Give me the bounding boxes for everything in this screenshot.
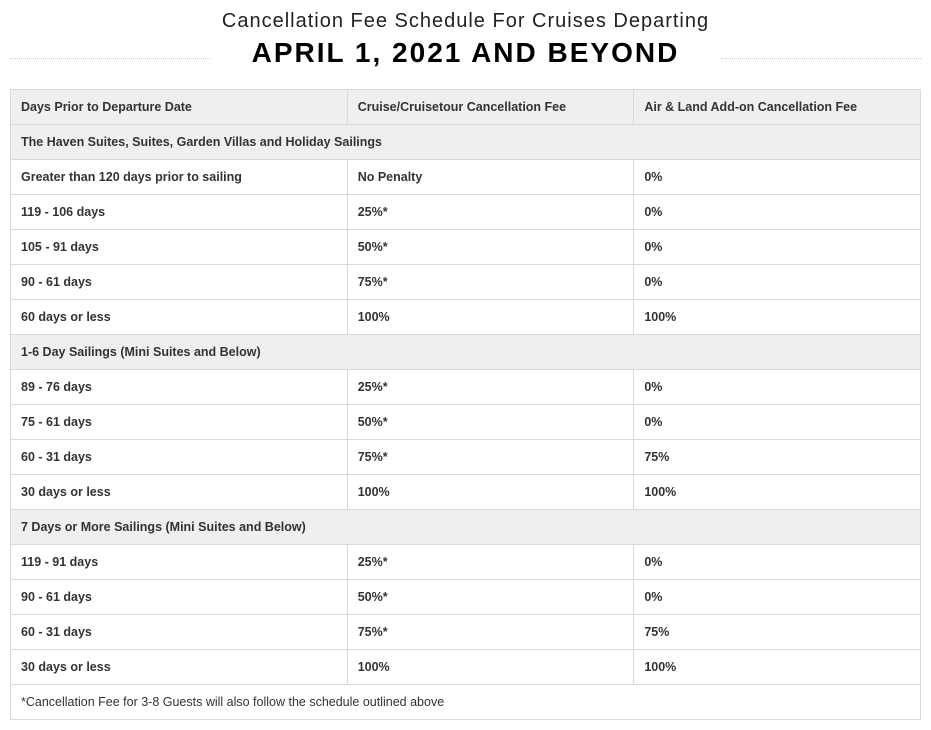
cell: 0%: [634, 405, 921, 440]
cell: 119 - 91 days: [11, 545, 348, 580]
footnote-text: *Cancellation Fee for 3-8 Guests will al…: [11, 685, 921, 720]
cell: 50%*: [347, 405, 634, 440]
cell: 0%: [634, 160, 921, 195]
cell: No Penalty: [347, 160, 634, 195]
cell: 0%: [634, 195, 921, 230]
cell: 0%: [634, 545, 921, 580]
cell: 119 - 106 days: [11, 195, 348, 230]
cell: 60 days or less: [11, 300, 348, 335]
cell: 75%*: [347, 265, 634, 300]
cell: 89 - 76 days: [11, 370, 348, 405]
table-row: 90 - 61 days50%*0%: [11, 580, 921, 615]
col-header-cruise-fee: Cruise/Cruisetour Cancellation Fee: [347, 90, 634, 125]
col-header-days: Days Prior to Departure Date: [11, 90, 348, 125]
cell: 30 days or less: [11, 475, 348, 510]
table-row: 30 days or less100%100%: [11, 475, 921, 510]
cell: 25%*: [347, 545, 634, 580]
footnote-row: *Cancellation Fee for 3-8 Guests will al…: [11, 685, 921, 720]
table-row: 90 - 61 days75%*0%: [11, 265, 921, 300]
table-row: 119 - 106 days25%*0%: [11, 195, 921, 230]
cell: 75%*: [347, 615, 634, 650]
cell: Greater than 120 days prior to sailing: [11, 160, 348, 195]
cell: 105 - 91 days: [11, 230, 348, 265]
cell: 100%: [634, 650, 921, 685]
cell: 0%: [634, 370, 921, 405]
cancellation-fee-table: Days Prior to Departure Date Cruise/Crui…: [10, 89, 921, 720]
table-row: 105 - 91 days50%*0%: [11, 230, 921, 265]
table-header-row: Days Prior to Departure Date Cruise/Crui…: [11, 90, 921, 125]
cell: 25%*: [347, 195, 634, 230]
cell: 100%: [347, 475, 634, 510]
cell: 0%: [634, 230, 921, 265]
cell: 75%*: [347, 440, 634, 475]
cell: 50%*: [347, 230, 634, 265]
section-row: 1-6 Day Sailings (Mini Suites and Below): [11, 335, 921, 370]
table-row: 60 days or less100%100%: [11, 300, 921, 335]
table-row: 89 - 76 days25%*0%: [11, 370, 921, 405]
section-label: The Haven Suites, Suites, Garden Villas …: [11, 125, 921, 160]
section-label: 1-6 Day Sailings (Mini Suites and Below): [11, 335, 921, 370]
col-header-air-land-fee: Air & Land Add-on Cancellation Fee: [634, 90, 921, 125]
section-row: 7 Days or More Sailings (Mini Suites and…: [11, 510, 921, 545]
table-row: 75 - 61 days50%*0%: [11, 405, 921, 440]
cell: 90 - 61 days: [11, 580, 348, 615]
cell: 75%: [634, 440, 921, 475]
cell: 75 - 61 days: [11, 405, 348, 440]
header-block: Cancellation Fee Schedule For Cruises De…: [10, 10, 921, 69]
cell: 0%: [634, 265, 921, 300]
cell: 90 - 61 days: [11, 265, 348, 300]
cell: 60 - 31 days: [11, 440, 348, 475]
cell: 100%: [347, 300, 634, 335]
cell: 60 - 31 days: [11, 615, 348, 650]
table-body: The Haven Suites, Suites, Garden Villas …: [11, 125, 921, 720]
table-row: 60 - 31 days75%*75%: [11, 615, 921, 650]
table-row: 60 - 31 days75%*75%: [11, 440, 921, 475]
page-subtitle: Cancellation Fee Schedule For Cruises De…: [10, 10, 921, 33]
table-row: 30 days or less100%100%: [11, 650, 921, 685]
cell: 100%: [634, 475, 921, 510]
page-title: APRIL 1, 2021 AND BEYOND: [10, 37, 921, 69]
cell: 100%: [634, 300, 921, 335]
cell: 0%: [634, 580, 921, 615]
section-row: The Haven Suites, Suites, Garden Villas …: [11, 125, 921, 160]
cell: 25%*: [347, 370, 634, 405]
table-row: Greater than 120 days prior to sailingNo…: [11, 160, 921, 195]
cell: 50%*: [347, 580, 634, 615]
cell: 75%: [634, 615, 921, 650]
table-row: 119 - 91 days25%*0%: [11, 545, 921, 580]
cell: 30 days or less: [11, 650, 348, 685]
cell: 100%: [347, 650, 634, 685]
section-label: 7 Days or More Sailings (Mini Suites and…: [11, 510, 921, 545]
